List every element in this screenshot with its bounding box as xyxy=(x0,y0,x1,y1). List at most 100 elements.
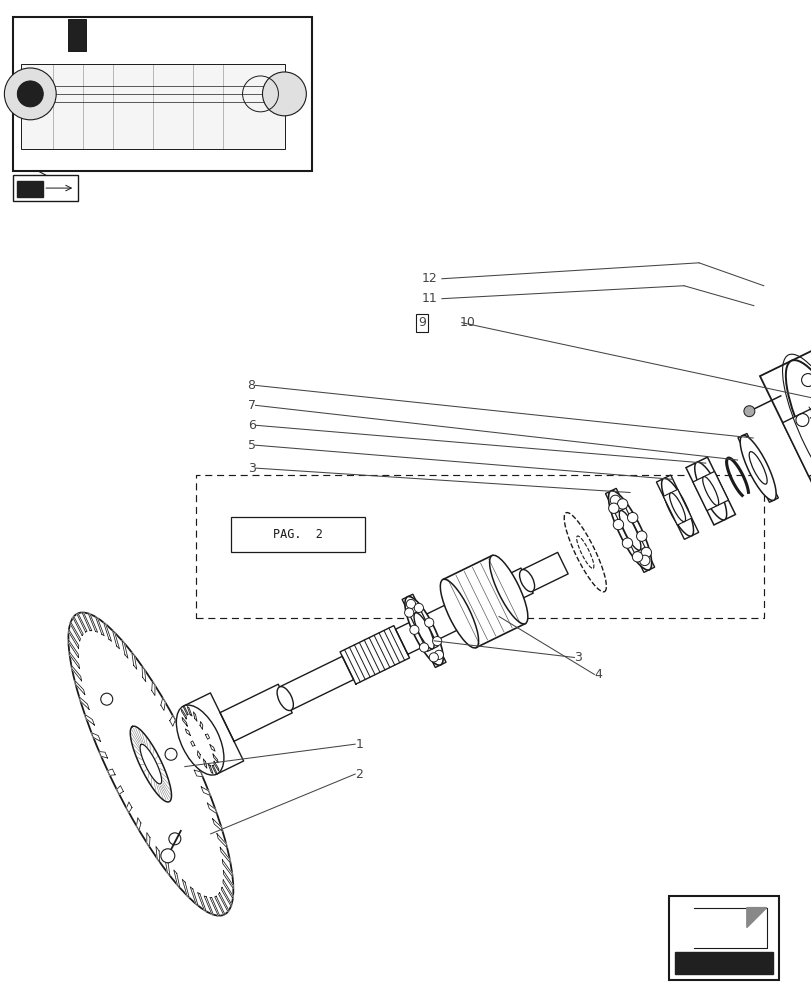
Polygon shape xyxy=(655,475,697,539)
Polygon shape xyxy=(190,887,198,906)
Polygon shape xyxy=(212,754,218,763)
Polygon shape xyxy=(165,859,169,876)
Text: 2: 2 xyxy=(354,768,363,781)
Polygon shape xyxy=(197,751,200,759)
Circle shape xyxy=(404,608,414,617)
Polygon shape xyxy=(182,717,187,726)
Polygon shape xyxy=(69,630,79,648)
Polygon shape xyxy=(117,786,123,794)
Polygon shape xyxy=(410,610,438,651)
Text: 10: 10 xyxy=(459,316,475,329)
Polygon shape xyxy=(68,640,79,658)
Polygon shape xyxy=(395,568,533,654)
Ellipse shape xyxy=(785,360,811,508)
Polygon shape xyxy=(220,684,292,741)
Ellipse shape xyxy=(68,612,233,916)
Ellipse shape xyxy=(186,714,214,766)
Text: 4: 4 xyxy=(594,668,602,681)
Circle shape xyxy=(639,555,649,566)
Polygon shape xyxy=(75,680,84,695)
Polygon shape xyxy=(212,819,222,831)
Polygon shape xyxy=(782,392,811,476)
Polygon shape xyxy=(178,734,185,743)
Ellipse shape xyxy=(176,705,224,775)
Polygon shape xyxy=(204,896,213,915)
Polygon shape xyxy=(183,693,243,774)
Polygon shape xyxy=(209,897,220,916)
Text: 9: 9 xyxy=(418,316,425,329)
Polygon shape xyxy=(122,640,128,658)
Text: 12: 12 xyxy=(422,272,437,285)
Ellipse shape xyxy=(669,493,684,522)
Polygon shape xyxy=(70,622,80,641)
Bar xyxy=(21,64,285,149)
Polygon shape xyxy=(218,893,229,912)
Circle shape xyxy=(434,650,443,659)
Polygon shape xyxy=(142,666,146,682)
Polygon shape xyxy=(222,860,232,877)
Polygon shape xyxy=(140,744,161,784)
Polygon shape xyxy=(69,652,79,668)
Ellipse shape xyxy=(489,555,527,624)
Polygon shape xyxy=(71,665,81,681)
Circle shape xyxy=(424,618,433,627)
Polygon shape xyxy=(208,764,212,774)
Circle shape xyxy=(406,599,415,609)
Circle shape xyxy=(743,406,754,417)
Polygon shape xyxy=(203,759,207,768)
Polygon shape xyxy=(217,834,227,848)
Bar xyxy=(13,17,312,171)
Ellipse shape xyxy=(405,596,443,665)
Circle shape xyxy=(414,603,423,612)
Polygon shape xyxy=(221,887,231,906)
Bar xyxy=(668,896,778,980)
Bar xyxy=(13,175,78,201)
Polygon shape xyxy=(223,871,233,888)
Circle shape xyxy=(410,625,418,634)
Polygon shape xyxy=(169,716,175,726)
Polygon shape xyxy=(401,594,445,668)
Circle shape xyxy=(432,637,441,646)
Polygon shape xyxy=(131,652,136,669)
Polygon shape xyxy=(693,908,766,948)
Polygon shape xyxy=(182,706,188,715)
Polygon shape xyxy=(99,752,107,758)
Polygon shape xyxy=(187,753,194,759)
Polygon shape xyxy=(130,726,171,802)
Polygon shape xyxy=(197,892,206,911)
Polygon shape xyxy=(521,552,568,591)
Ellipse shape xyxy=(277,687,293,711)
Polygon shape xyxy=(191,741,195,746)
Polygon shape xyxy=(73,617,83,635)
Text: 8: 8 xyxy=(247,379,255,392)
Ellipse shape xyxy=(619,511,640,550)
Polygon shape xyxy=(201,787,210,795)
Bar xyxy=(230,517,365,552)
Text: 11: 11 xyxy=(422,292,437,305)
Polygon shape xyxy=(147,833,150,847)
Polygon shape xyxy=(214,896,225,915)
Ellipse shape xyxy=(414,613,434,649)
Polygon shape xyxy=(663,489,691,525)
Text: 3: 3 xyxy=(247,462,255,475)
Polygon shape xyxy=(213,761,218,771)
Polygon shape xyxy=(84,714,94,725)
Circle shape xyxy=(612,519,623,530)
Polygon shape xyxy=(182,709,186,719)
Polygon shape xyxy=(220,847,230,863)
Polygon shape xyxy=(77,613,87,632)
Polygon shape xyxy=(104,623,111,641)
Polygon shape xyxy=(152,681,155,696)
Polygon shape xyxy=(156,846,160,862)
Polygon shape xyxy=(108,769,115,775)
Polygon shape xyxy=(212,765,217,774)
Polygon shape xyxy=(194,770,203,777)
Text: 3: 3 xyxy=(573,651,581,664)
Ellipse shape xyxy=(702,477,718,506)
Text: 5: 5 xyxy=(247,439,255,452)
Polygon shape xyxy=(674,952,772,974)
Polygon shape xyxy=(205,734,209,739)
Ellipse shape xyxy=(749,452,766,484)
Circle shape xyxy=(4,68,56,120)
Polygon shape xyxy=(200,721,203,729)
